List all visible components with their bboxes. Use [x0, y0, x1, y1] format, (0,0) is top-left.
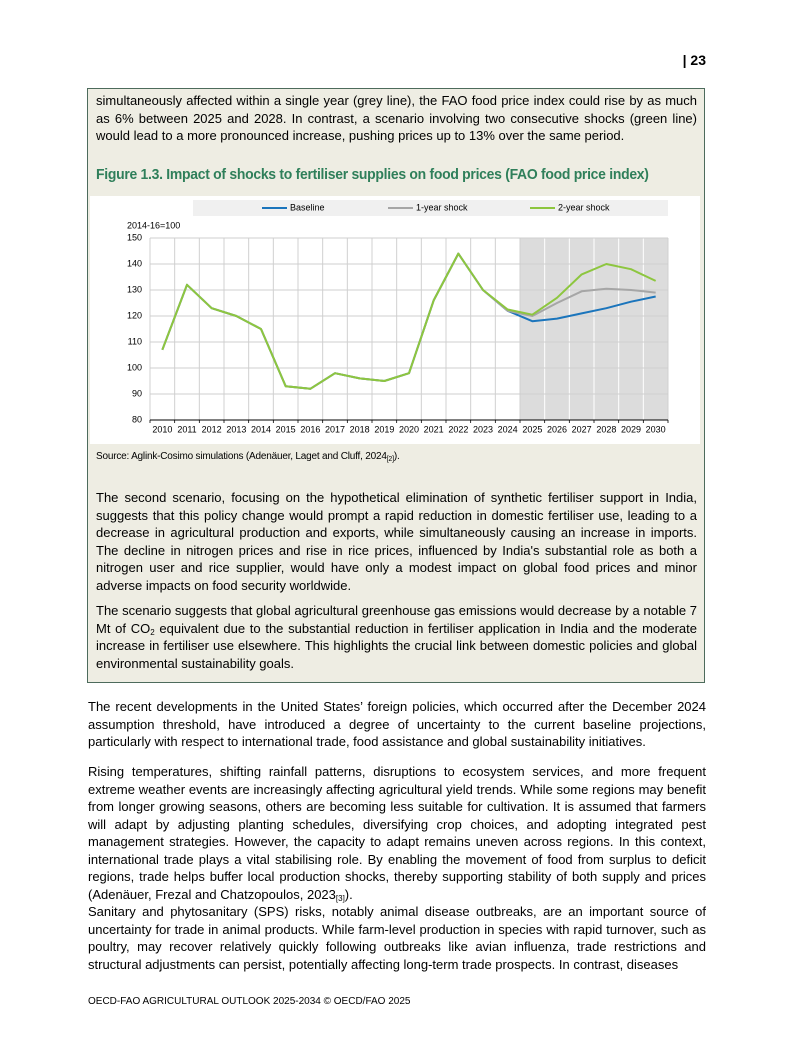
x-tick-label: 2016: [300, 424, 320, 434]
x-tick-label: 2025: [522, 424, 542, 434]
x-tick-label: 2010: [152, 424, 172, 434]
x-tick-label: 2017: [325, 424, 345, 434]
series-line: [161, 252, 657, 390]
x-tick-label: 2026: [547, 424, 567, 434]
y-tick-label: 80: [132, 414, 142, 424]
y-tick-label: 150: [127, 232, 142, 242]
body-paragraph: The recent developments in the United St…: [88, 699, 706, 749]
x-tick-label: 2023: [473, 424, 493, 434]
x-tick-label: 2028: [596, 424, 616, 434]
legend-label: 2-year shock: [558, 202, 610, 212]
figure-title: Figure 1.3. Impact of shocks to fertilis…: [96, 166, 649, 183]
x-tick-label: 2018: [350, 424, 370, 434]
source-text: ).: [393, 451, 400, 462]
subscript: 2: [150, 627, 155, 637]
x-tick-label: 2024: [498, 424, 518, 434]
x-tick-label: 2027: [572, 424, 592, 434]
body-paragraph: Sanitary and phytosanitary (SPS) risks, …: [88, 904, 706, 972]
box-paragraph: The second scenario, focusing on the hyp…: [96, 490, 697, 593]
body-paragraph: Rising temperatures, shifting rainfall p…: [88, 763, 706, 903]
source-text: Source: Aglink-Cosimo simulations (Adenä…: [96, 451, 387, 462]
legend-label: 1-year shock: [416, 202, 468, 212]
footer: OECD-FAO AGRICULTURAL OUTLOOK 2025-2034 …: [88, 996, 411, 1007]
x-tick-label: 2015: [276, 424, 296, 434]
legend-bg: [193, 200, 668, 216]
y-tick-label: 140: [127, 258, 142, 268]
x-tick-label: 2019: [374, 424, 394, 434]
page-number: | 23: [682, 52, 706, 68]
y-tick-label: 100: [127, 362, 142, 372]
text: equivalent due to the substantial reduct…: [96, 620, 697, 671]
text: Rising temperatures, shifting rainfall p…: [88, 764, 706, 902]
y-tick-label: 130: [127, 284, 142, 294]
legend-label: Baseline: [290, 202, 325, 212]
x-tick-label: 2030: [646, 424, 666, 434]
box-paragraph: simultaneously affected within a single …: [96, 93, 697, 143]
x-tick-label: 2013: [226, 424, 246, 434]
chart: 2014-16=100 80 90 100 110 120 130 140 150 2010 20…: [90, 196, 700, 444]
x-tick-label: 2012: [202, 424, 222, 434]
x-tick-label: 2011: [177, 424, 196, 434]
y-tick-label: 120: [127, 310, 142, 320]
x-tick-label: 2029: [621, 424, 641, 434]
y-tick-label: 110: [128, 336, 142, 346]
text: The scenario suggests that global agricu…: [96, 603, 697, 636]
source-ref: [2]: [386, 456, 394, 463]
x-tick-label: 2020: [399, 424, 419, 434]
y-axis-label: 2014-16=100: [127, 220, 180, 230]
x-tick-label: 2014: [251, 424, 271, 434]
x-tick-label: 2021: [424, 424, 444, 434]
x-tick-label: 2022: [448, 424, 468, 434]
reference: [3]: [335, 893, 345, 903]
y-tick-label: 90: [132, 388, 142, 398]
figure-source: Source: Aglink-Cosimo simulations (Adenä…: [96, 451, 400, 463]
text: ).: [344, 886, 353, 902]
box-paragraph: The scenario suggests that global agricu…: [96, 602, 697, 672]
